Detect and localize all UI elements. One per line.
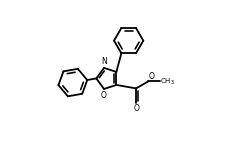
Text: CH$_3$: CH$_3$ <box>160 76 175 87</box>
Text: O: O <box>133 104 139 113</box>
Text: O: O <box>148 72 154 81</box>
Text: O: O <box>100 91 106 100</box>
Text: N: N <box>101 57 107 66</box>
